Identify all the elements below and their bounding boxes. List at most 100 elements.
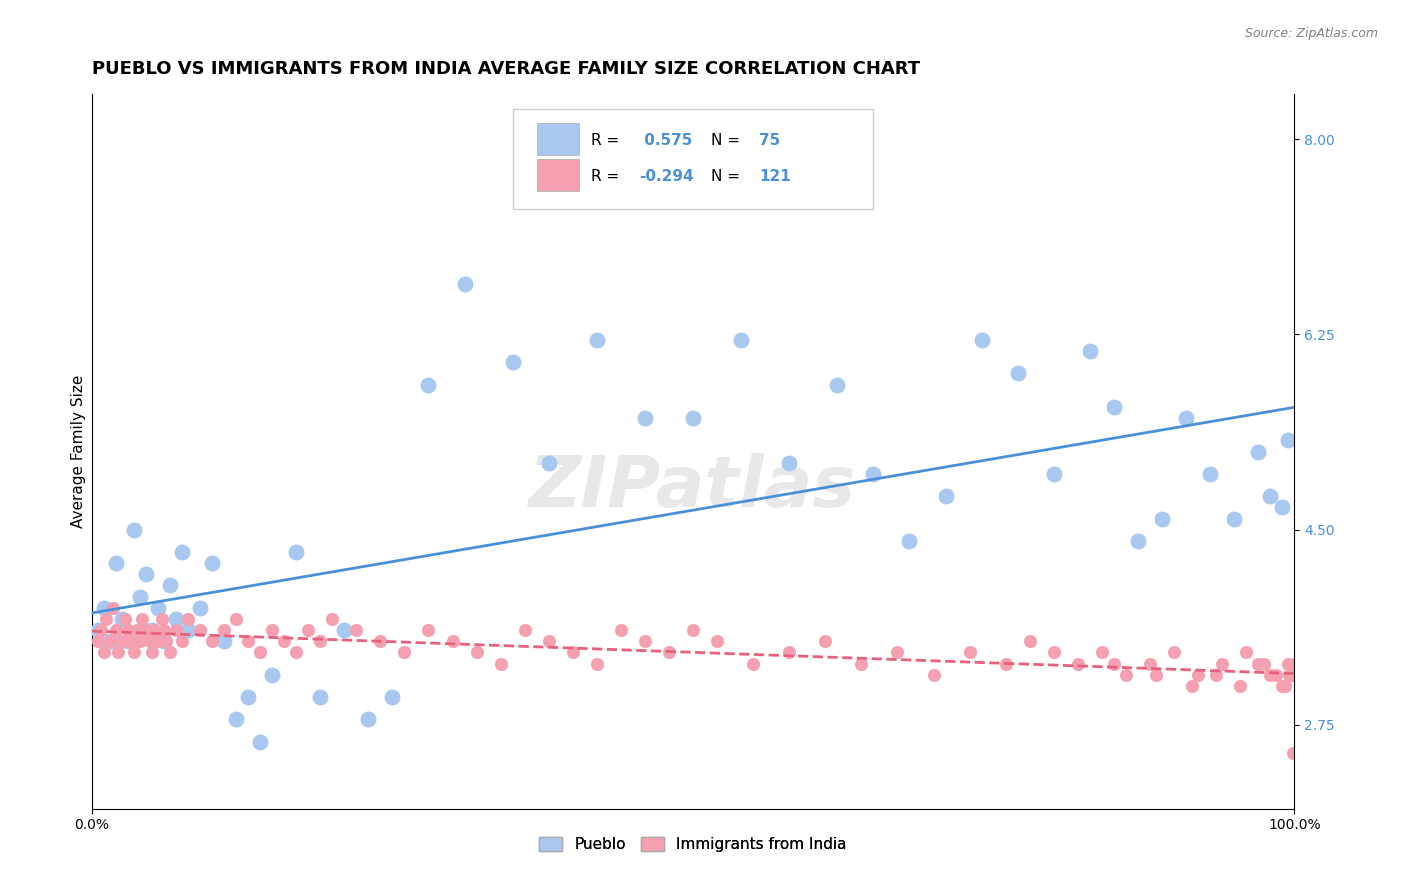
Point (249, 735, 271, 749)
Text: 0.575: 0.575 (638, 134, 692, 148)
Point (107, 645, 129, 659)
Point (778, 456, 800, 470)
Point (128, 590, 150, 604)
Point (851, 657, 873, 671)
Point (1187, 667, 1209, 681)
Point (682, 623, 704, 637)
Point (1258, 667, 1281, 681)
Point (212, 634, 235, 648)
Point (370, 634, 392, 648)
Point (87, 634, 110, 648)
Point (236, 690, 259, 704)
Point (827, 377, 849, 392)
Point (249, 645, 271, 659)
Point (120, 634, 142, 648)
Point (418, 623, 440, 637)
Point (1278, 667, 1301, 681)
Point (922, 667, 945, 681)
Text: ZIPatlas: ZIPatlas (529, 453, 856, 522)
Point (1205, 667, 1227, 681)
Text: R =: R = (591, 134, 624, 148)
Point (225, 612, 247, 626)
Point (1258, 489, 1281, 503)
Text: -0.294: -0.294 (638, 169, 693, 184)
Point (128, 634, 150, 648)
Point (117, 623, 139, 637)
Point (212, 623, 235, 637)
Point (634, 634, 657, 648)
Point (706, 634, 728, 648)
Point (778, 645, 800, 659)
Point (146, 634, 169, 648)
FancyBboxPatch shape (537, 159, 579, 191)
Point (742, 657, 765, 671)
Point (1042, 467, 1064, 481)
Point (333, 623, 356, 637)
Text: 75: 75 (759, 134, 780, 148)
Point (117, 634, 139, 648)
Point (1175, 411, 1198, 425)
Point (1144, 667, 1167, 681)
Point (1199, 467, 1222, 481)
Point (682, 411, 704, 425)
Point (309, 690, 332, 704)
Point (1102, 400, 1125, 414)
Point (141, 645, 163, 659)
Point (1253, 657, 1275, 671)
Point (135, 623, 157, 637)
Point (994, 657, 1017, 671)
Point (98, 634, 121, 648)
Point (730, 333, 752, 347)
Point (285, 545, 308, 559)
Point (1277, 657, 1299, 671)
Point (135, 567, 157, 582)
FancyBboxPatch shape (537, 123, 579, 155)
Point (537, 456, 560, 470)
Point (273, 634, 295, 648)
Point (862, 467, 884, 481)
Text: N =: N = (711, 134, 745, 148)
Point (394, 645, 416, 659)
Point (177, 623, 200, 637)
Point (188, 600, 211, 615)
Point (489, 657, 512, 671)
Y-axis label: Average Family Size: Average Family Size (72, 375, 86, 528)
Point (465, 645, 488, 659)
Point (537, 634, 560, 648)
Point (201, 556, 224, 570)
Point (1234, 645, 1257, 659)
Point (959, 645, 981, 659)
Point (970, 333, 993, 347)
Point (98, 634, 121, 648)
Point (1018, 634, 1040, 648)
Point (177, 612, 200, 626)
Point (610, 623, 633, 637)
Point (96, 612, 118, 626)
Point (141, 623, 163, 637)
Text: N =: N = (711, 169, 745, 184)
Point (1277, 434, 1299, 448)
Point (131, 612, 153, 626)
Point (159, 645, 181, 659)
Point (159, 578, 181, 592)
Point (513, 623, 536, 637)
Point (153, 623, 176, 637)
Point (502, 355, 524, 369)
Point (114, 612, 136, 626)
Point (111, 634, 134, 648)
Text: R =: R = (591, 169, 624, 184)
Point (381, 690, 404, 704)
Point (344, 623, 367, 637)
Point (103, 600, 125, 615)
Point (1150, 511, 1173, 525)
Point (1102, 657, 1125, 671)
Point (658, 645, 681, 659)
Point (441, 634, 464, 648)
Point (1042, 645, 1064, 659)
Point (453, 277, 475, 292)
Point (122, 523, 145, 537)
Point (170, 545, 193, 559)
Point (814, 634, 837, 648)
Point (1281, 667, 1303, 681)
Point (1078, 344, 1101, 359)
